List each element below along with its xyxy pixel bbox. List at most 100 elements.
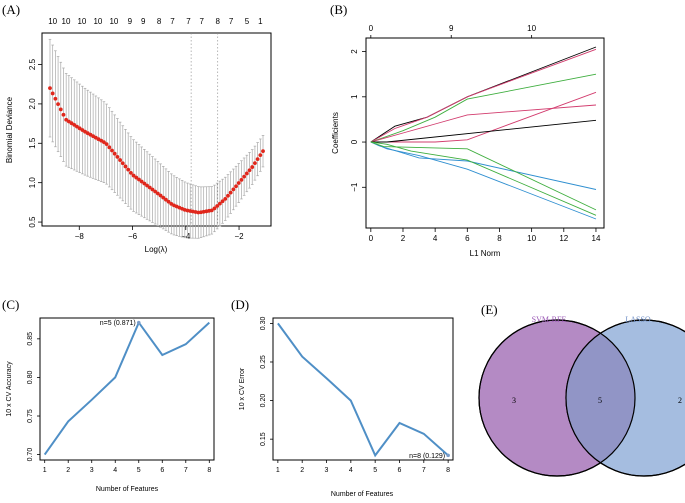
panel-b-y-axis: −1 0 1 2 <box>350 49 366 192</box>
venn-intersection-count: 5 <box>598 396 602 405</box>
panel-a-y-tick-label: 1.0 <box>28 177 37 189</box>
panel-a-y-tick-label: 1.5 <box>28 137 37 149</box>
panel-b-top-label-0: 0 <box>369 24 374 33</box>
panel-a-top-label-0: 10 <box>48 17 57 26</box>
panel-d-y-tick-label: 0.25 <box>260 355 267 369</box>
venn-svm-rfe-only-count: 3 <box>512 396 516 405</box>
panel-d-label: (D) <box>231 297 249 312</box>
panel-a-point <box>123 164 128 169</box>
panel-d-y-tick-label: 0.20 <box>260 394 267 408</box>
panel-a-point <box>131 173 136 178</box>
panel-b-label: (B) <box>330 2 347 17</box>
panel-a-point <box>72 123 77 127</box>
panel-a-points <box>48 86 265 215</box>
panel-a-top-label-7: 8 <box>157 17 162 26</box>
panel-e: (E) SVM-RFE LASSO 3 5 2 <box>478 302 685 477</box>
panel-d-y-tick-label: 0.30 <box>260 316 267 330</box>
panel-c-annotation: n=5 (0.871) <box>100 320 141 327</box>
panel-e-label: (E) <box>481 302 498 317</box>
panel-a-point <box>139 179 144 184</box>
venn-intersection <box>566 320 635 476</box>
panel-c-frame <box>39 317 215 461</box>
panel-c-x-tick-label: 2 <box>66 467 70 474</box>
panel-a-y-tick-label: 2.0 <box>28 98 37 110</box>
panel-c-y-label: 10 x CV Accuracy <box>6 361 13 417</box>
panel-c-label: (C) <box>2 297 19 312</box>
panel-c-accuracy-line <box>43 320 210 456</box>
panel-a-top-label-12: 7 <box>229 17 234 26</box>
panel-a-point <box>48 86 52 91</box>
panel-b-coefficient-paths <box>370 46 597 220</box>
panel-a-x-tick-label: −2 <box>234 232 244 241</box>
panel-a-top-label-9: 7 <box>186 17 191 26</box>
panel-c-x-axis: 1 2 3 4 5 6 7 8 <box>43 460 211 474</box>
panel-b-frame <box>365 37 605 229</box>
panel-a-point <box>155 191 160 196</box>
panel-a-point <box>102 140 106 145</box>
venn-lasso-only-count: 2 <box>678 396 682 405</box>
panel-a-top-label-4: 10 <box>109 17 118 26</box>
panel-a-top-axis-labels: 10 10 10 10 10 9 9 8 7 7 7 8 7 5 1 <box>48 17 263 26</box>
panel-a-point <box>58 107 63 112</box>
panel-a-point <box>164 197 168 202</box>
panel-b-x-tick-label: 8 <box>497 234 502 243</box>
panel-a-point <box>196 210 201 215</box>
panel-a-point <box>217 201 222 206</box>
panel-a-point <box>215 204 220 208</box>
panel-c-y-tick-label: 0.85 <box>27 332 34 346</box>
panel-a-point <box>145 183 149 188</box>
panel-a-x-tick-label: −6 <box>128 232 138 241</box>
panel-d-best-label: n=8 (0.129) <box>409 453 445 460</box>
panel-a-point <box>66 119 71 124</box>
panel-b-top-label-2: 10 <box>527 24 536 33</box>
panel-b-x-tick-label: 12 <box>559 234 568 243</box>
panel-a-point <box>258 153 263 158</box>
panel-c-x-tick-label: 6 <box>160 467 164 474</box>
panel-d-x-tick-label: 5 <box>373 467 377 474</box>
panel-a-point <box>128 170 133 175</box>
panel-d: (D) 1 2 3 4 5 6 7 8 0.15 0.20 0.25 0.30 n=8 (0.129… <box>231 297 454 498</box>
panel-c-x-tick-label: 7 <box>184 467 188 474</box>
panel-b-x-label: L1 Norm <box>470 249 501 258</box>
panel-a-y-tick-label: 2.5 <box>28 58 37 70</box>
panel-a-x-tick-label: −8 <box>75 232 85 241</box>
panel-a-frame <box>41 32 272 227</box>
panel-a-point <box>115 154 120 159</box>
panel-b-path-3 <box>370 104 597 143</box>
panel-d-x-axis: 1 2 3 4 5 6 7 8 <box>276 460 450 474</box>
panel-a-label: (A) <box>2 2 20 17</box>
panel-b-x-tick-label: 14 <box>592 234 601 243</box>
panel-c-y-tick-label: 0.75 <box>27 409 34 423</box>
panel-d-annotation: n=8 (0.129) <box>409 453 450 460</box>
panel-a-point <box>166 199 171 204</box>
venn-lasso-outline <box>565 319 685 477</box>
panel-a-x-tick-label: −4 <box>181 232 191 241</box>
panel-a-y-label: Binomial Deviance <box>5 96 14 163</box>
panel-c-y-tick-label: 0.70 <box>27 448 34 462</box>
panel-b-x-tick-label: 2 <box>401 234 406 243</box>
panel-d-x-tick-label: 1 <box>276 467 280 474</box>
panel-b-y-tick-label: −1 <box>350 182 359 192</box>
panel-d-y-axis: 0.15 0.20 0.25 0.30 <box>260 316 273 446</box>
panel-a-point <box>228 190 233 195</box>
panel-b-path-8 <box>370 141 597 216</box>
panel-b-top-axis: 0 9 10 <box>369 24 537 38</box>
panel-a-point <box>239 177 244 182</box>
panel-c-x-tick-label: 4 <box>113 467 117 474</box>
panel-b-top-label-1: 9 <box>449 24 454 33</box>
panel-a-point <box>150 187 155 192</box>
panel-a-point <box>226 193 230 198</box>
panel-a-point <box>209 208 214 213</box>
panel-a-point <box>107 145 112 150</box>
panel-a-x-label: Log(λ) <box>145 245 168 254</box>
panel-d-x-tick-label: 6 <box>398 467 402 474</box>
panel-d-x-tick-label: 3 <box>325 467 329 474</box>
panel-a-point <box>242 174 247 179</box>
panel-a-top-label-6: 9 <box>141 17 146 26</box>
panel-a-point <box>236 181 241 185</box>
panel-a-point <box>253 161 257 166</box>
venn-lasso-title: LASSO <box>625 315 651 324</box>
panel-b-x-tick-label: 10 <box>527 234 536 243</box>
panel-d-x-label: Number of Features <box>331 491 394 498</box>
